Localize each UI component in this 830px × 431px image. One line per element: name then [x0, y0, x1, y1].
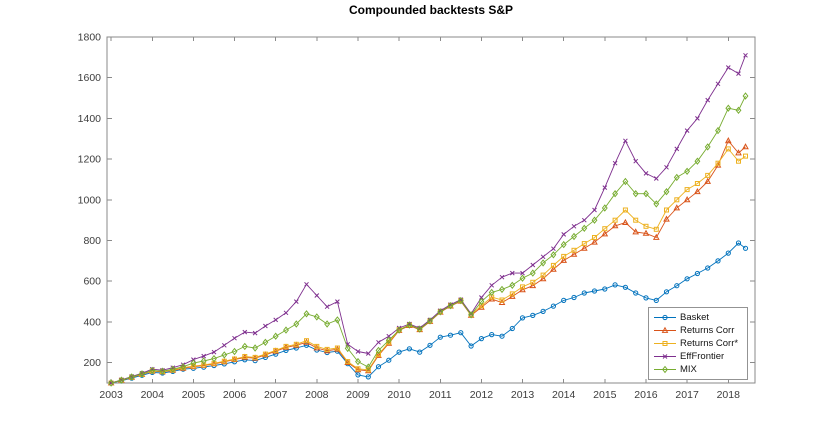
- x-tick-label: 2006: [223, 389, 247, 401]
- series-basket-line: [111, 242, 746, 384]
- y-tick-label: 1400: [78, 113, 102, 125]
- legend-entry-efffrontier: EffFrontier: [653, 350, 741, 363]
- y-tick-label: 800: [83, 235, 101, 247]
- legend-label: MIX: [680, 364, 697, 375]
- legend-label: EffFrontier: [680, 351, 725, 362]
- x-tick-label: 2010: [387, 389, 411, 401]
- legend-returns-corr-marker-icon: [654, 341, 676, 346]
- x-tick-label: 2012: [470, 389, 494, 401]
- y-tick-label: 1200: [78, 154, 102, 166]
- x-tick-label: 2011: [429, 389, 452, 401]
- series-basket: [108, 240, 749, 386]
- legend-label: Returns Corr: [680, 325, 735, 336]
- x-tick-label: 2008: [305, 389, 329, 401]
- series-mix-line: [110, 95, 746, 384]
- legend-entry-basket: Basket: [653, 311, 741, 324]
- y-tick-label: 1000: [78, 194, 102, 206]
- legend-entry-returns-corr: Returns Corr*: [653, 337, 741, 350]
- legend-label: Returns Corr*: [680, 338, 739, 349]
- legend-efffrontier-marker-icon: [654, 354, 676, 359]
- x-tick-label: 2003: [99, 389, 123, 401]
- y-axis: 200 400 600 800 1000 1200 1400 1600 1800: [78, 32, 755, 369]
- x-tick-label: 2007: [264, 389, 288, 401]
- y-tick-label: 1600: [78, 72, 102, 84]
- legend-entry-mix: MIX: [653, 363, 741, 376]
- x-tick-label: 2009: [346, 389, 370, 401]
- legend-mix-marker-icon: [654, 365, 676, 374]
- legend-label: Basket: [680, 312, 710, 323]
- plot-box: [106, 36, 756, 384]
- x-tick-label: 2004: [141, 389, 165, 401]
- legend-returns-corr-marker-icon: [654, 326, 676, 333]
- x-tick-label: 2015: [593, 389, 617, 401]
- x-tick-label: 2018: [717, 389, 741, 401]
- x-tick-label: 2013: [511, 389, 535, 401]
- chart-title: Compounded backtests S&P: [348, 3, 514, 17]
- legend-basket-marker-icon: [654, 314, 676, 321]
- y-tick-label: 600: [83, 276, 101, 288]
- x-tick-label: 2017: [675, 389, 699, 401]
- x-tick-label: 2014: [552, 389, 576, 401]
- series-mix-markers: [108, 92, 749, 387]
- y-tick-label: 1800: [78, 32, 102, 44]
- x-axis: 2003 2004 2005 2006 2007 2008 2009 2010 2011 2012…: [99, 37, 740, 401]
- series-basket-markers: [108, 240, 749, 386]
- legend: Basket Returns Corr Returns Corr* EffFronti…: [648, 307, 748, 380]
- series-mix: [108, 92, 749, 387]
- x-tick-label: 2016: [634, 389, 658, 401]
- series-returns-corr-line: [110, 140, 746, 384]
- y-tick-label: 400: [83, 316, 101, 328]
- legend-entry-returns-corr: Returns Corr: [653, 324, 741, 337]
- y-tick-label: 200: [83, 357, 101, 369]
- x-tick-label: 2005: [182, 389, 206, 401]
